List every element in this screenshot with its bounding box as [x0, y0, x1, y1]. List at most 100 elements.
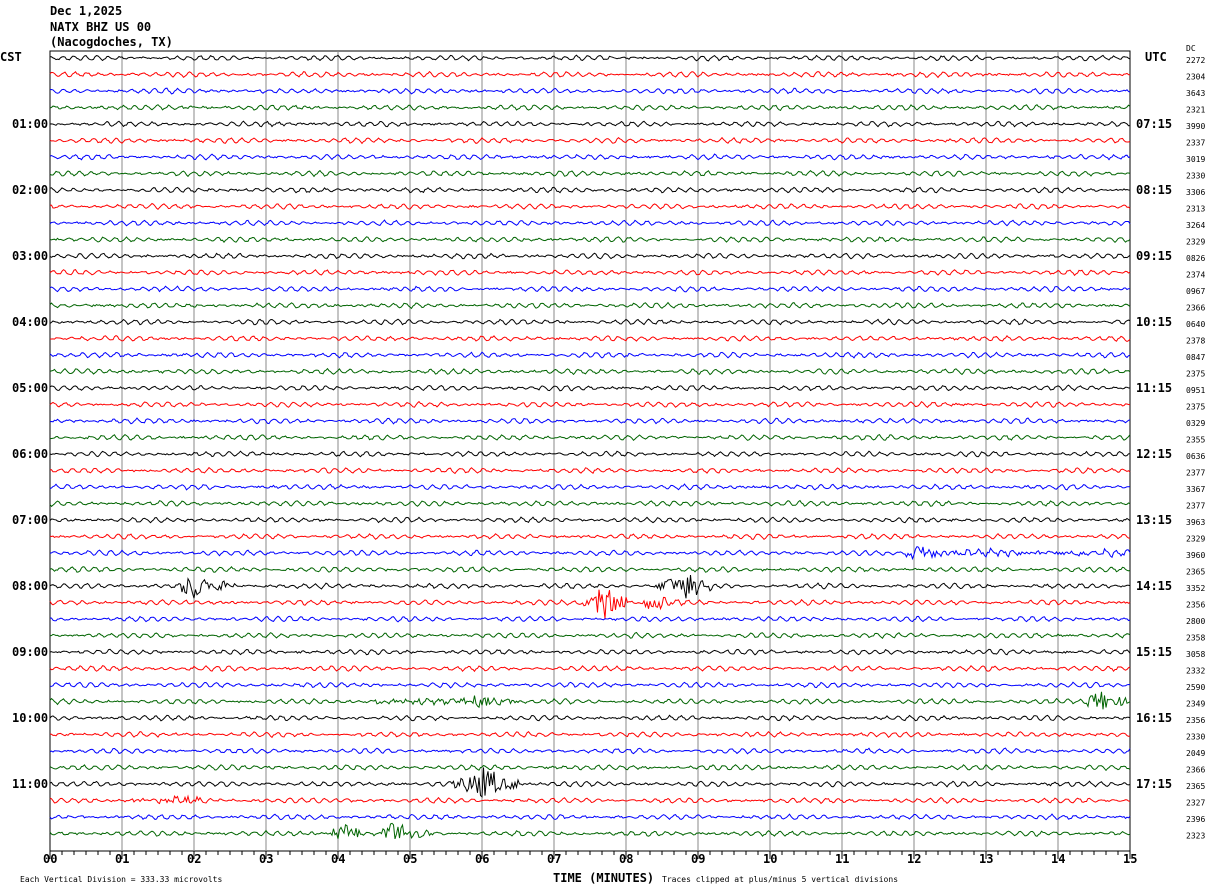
dc-value: 2337	[1186, 139, 1205, 148]
trace-row-44	[49, 767, 1131, 798]
trace-row-6	[49, 153, 1131, 161]
dc-value: 3264	[1186, 221, 1205, 230]
dc-value: 3058	[1186, 650, 1205, 659]
dc-value: 2374	[1186, 271, 1205, 280]
utc-time-label: 10:15	[1136, 315, 1172, 329]
trace-row-16	[49, 318, 1131, 326]
trace-row-23	[49, 433, 1131, 442]
trace-row-1	[49, 70, 1131, 79]
clip-note: Traces clipped at plus/minus 5 vertical …	[662, 875, 898, 884]
dc-value: 2323	[1186, 832, 1205, 841]
cst-time-label: 11:00	[12, 777, 48, 791]
trace-row-41	[49, 730, 1131, 739]
trace-row-34	[49, 615, 1131, 623]
dc-value: 0967	[1186, 287, 1205, 296]
trace-row-0	[50, 54, 1131, 62]
x-tick-label: 14	[1051, 852, 1065, 866]
dc-value: 2272	[1186, 56, 1205, 65]
dc-value: 0847	[1186, 353, 1205, 362]
dc-value: 2304	[1186, 73, 1205, 82]
dc-value: 2366	[1186, 304, 1205, 313]
trace-row-42	[49, 747, 1131, 755]
dc-value: 2377	[1186, 502, 1205, 511]
cst-time-label: 03:00	[12, 249, 48, 263]
trace-row-20	[49, 384, 1131, 392]
dc-value: 2332	[1186, 667, 1205, 676]
x-tick-label: 13	[979, 852, 993, 866]
dc-value: 2330	[1186, 733, 1205, 742]
x-tick-label: 06	[475, 852, 489, 866]
cst-time-label: 01:00	[12, 117, 48, 131]
trace-row-11	[49, 236, 1131, 244]
cst-time-label: 08:00	[12, 579, 48, 593]
utc-time-label: 17:15	[1136, 777, 1172, 791]
trace-row-22	[49, 417, 1131, 425]
trace-row-30	[49, 545, 1131, 561]
trace-row-25	[49, 466, 1131, 475]
x-tick-label: 05	[403, 852, 417, 866]
right-timezone: UTC	[1145, 50, 1167, 64]
dc-value: 0640	[1186, 320, 1205, 329]
x-tick-label: 15	[1123, 852, 1137, 866]
trace-row-36	[49, 648, 1131, 656]
x-tick-label: 12	[907, 852, 921, 866]
dc-value: 2330	[1186, 172, 1205, 181]
trace-row-24	[49, 450, 1131, 458]
x-axis-label: TIME (MINUTES)	[553, 871, 654, 885]
utc-time-label: 14:15	[1136, 579, 1172, 593]
trace-row-43	[49, 763, 1131, 772]
trace-row-21	[49, 400, 1131, 408]
utc-time-label: 12:15	[1136, 447, 1172, 461]
dc-value: 2365	[1186, 568, 1205, 577]
dc-value: 0826	[1186, 254, 1205, 263]
trace-row-18	[49, 351, 1131, 359]
trace-row-31	[49, 566, 1131, 573]
dc-value: 2800	[1186, 617, 1205, 626]
trace-row-47	[49, 822, 1131, 840]
location-label: (Nacogdoches, TX)	[50, 35, 173, 49]
utc-time-label: 07:15	[1136, 117, 1172, 131]
dc-value: 2049	[1186, 749, 1205, 758]
trace-row-5	[49, 136, 1131, 145]
cst-time-label: 07:00	[12, 513, 48, 527]
trace-row-28	[49, 516, 1131, 524]
utc-time-label: 08:15	[1136, 183, 1172, 197]
trace-row-33	[49, 589, 1131, 619]
dc-value: 3643	[1186, 89, 1205, 98]
trace-row-32	[49, 575, 1131, 599]
utc-time-label: 11:15	[1136, 381, 1172, 395]
dc-value: 3019	[1186, 155, 1205, 164]
dc-value: 2329	[1186, 238, 1205, 247]
x-tick-label: 10	[763, 852, 777, 866]
dc-value: 3990	[1186, 122, 1205, 131]
trace-row-46	[49, 813, 1131, 821]
cst-time-label: 06:00	[12, 447, 48, 461]
cst-time-label: 04:00	[12, 315, 48, 329]
dc-value: 2366	[1186, 766, 1205, 775]
plot-frame	[49, 50, 1131, 852]
dc-value: 2321	[1186, 106, 1205, 115]
date-label: Dec 1,2025	[50, 4, 123, 18]
dc-value: 2349	[1186, 700, 1205, 709]
trace-row-39	[49, 691, 1131, 710]
trace-row-12	[49, 252, 1131, 260]
dc-value: 2365	[1186, 782, 1205, 791]
dc-value: 0636	[1186, 452, 1205, 461]
utc-time-label: 16:15	[1136, 711, 1172, 725]
x-tick-label: 11	[835, 852, 849, 866]
station-label: NATX BHZ US 00	[50, 20, 152, 34]
trace-row-38	[49, 681, 1131, 689]
dc-value: 2396	[1186, 815, 1205, 824]
trace-row-29	[49, 532, 1131, 540]
dc-value: 3306	[1186, 188, 1205, 197]
utc-time-label: 13:15	[1136, 513, 1172, 527]
dc-value: 2378	[1186, 337, 1205, 346]
trace-row-40	[49, 714, 1131, 722]
trace-row-15	[49, 301, 1131, 310]
dc-value: 0951	[1186, 386, 1205, 395]
dc-value: 3367	[1186, 485, 1205, 494]
dc-value: 2327	[1186, 799, 1205, 808]
utc-time-label: 09:15	[1136, 249, 1172, 263]
